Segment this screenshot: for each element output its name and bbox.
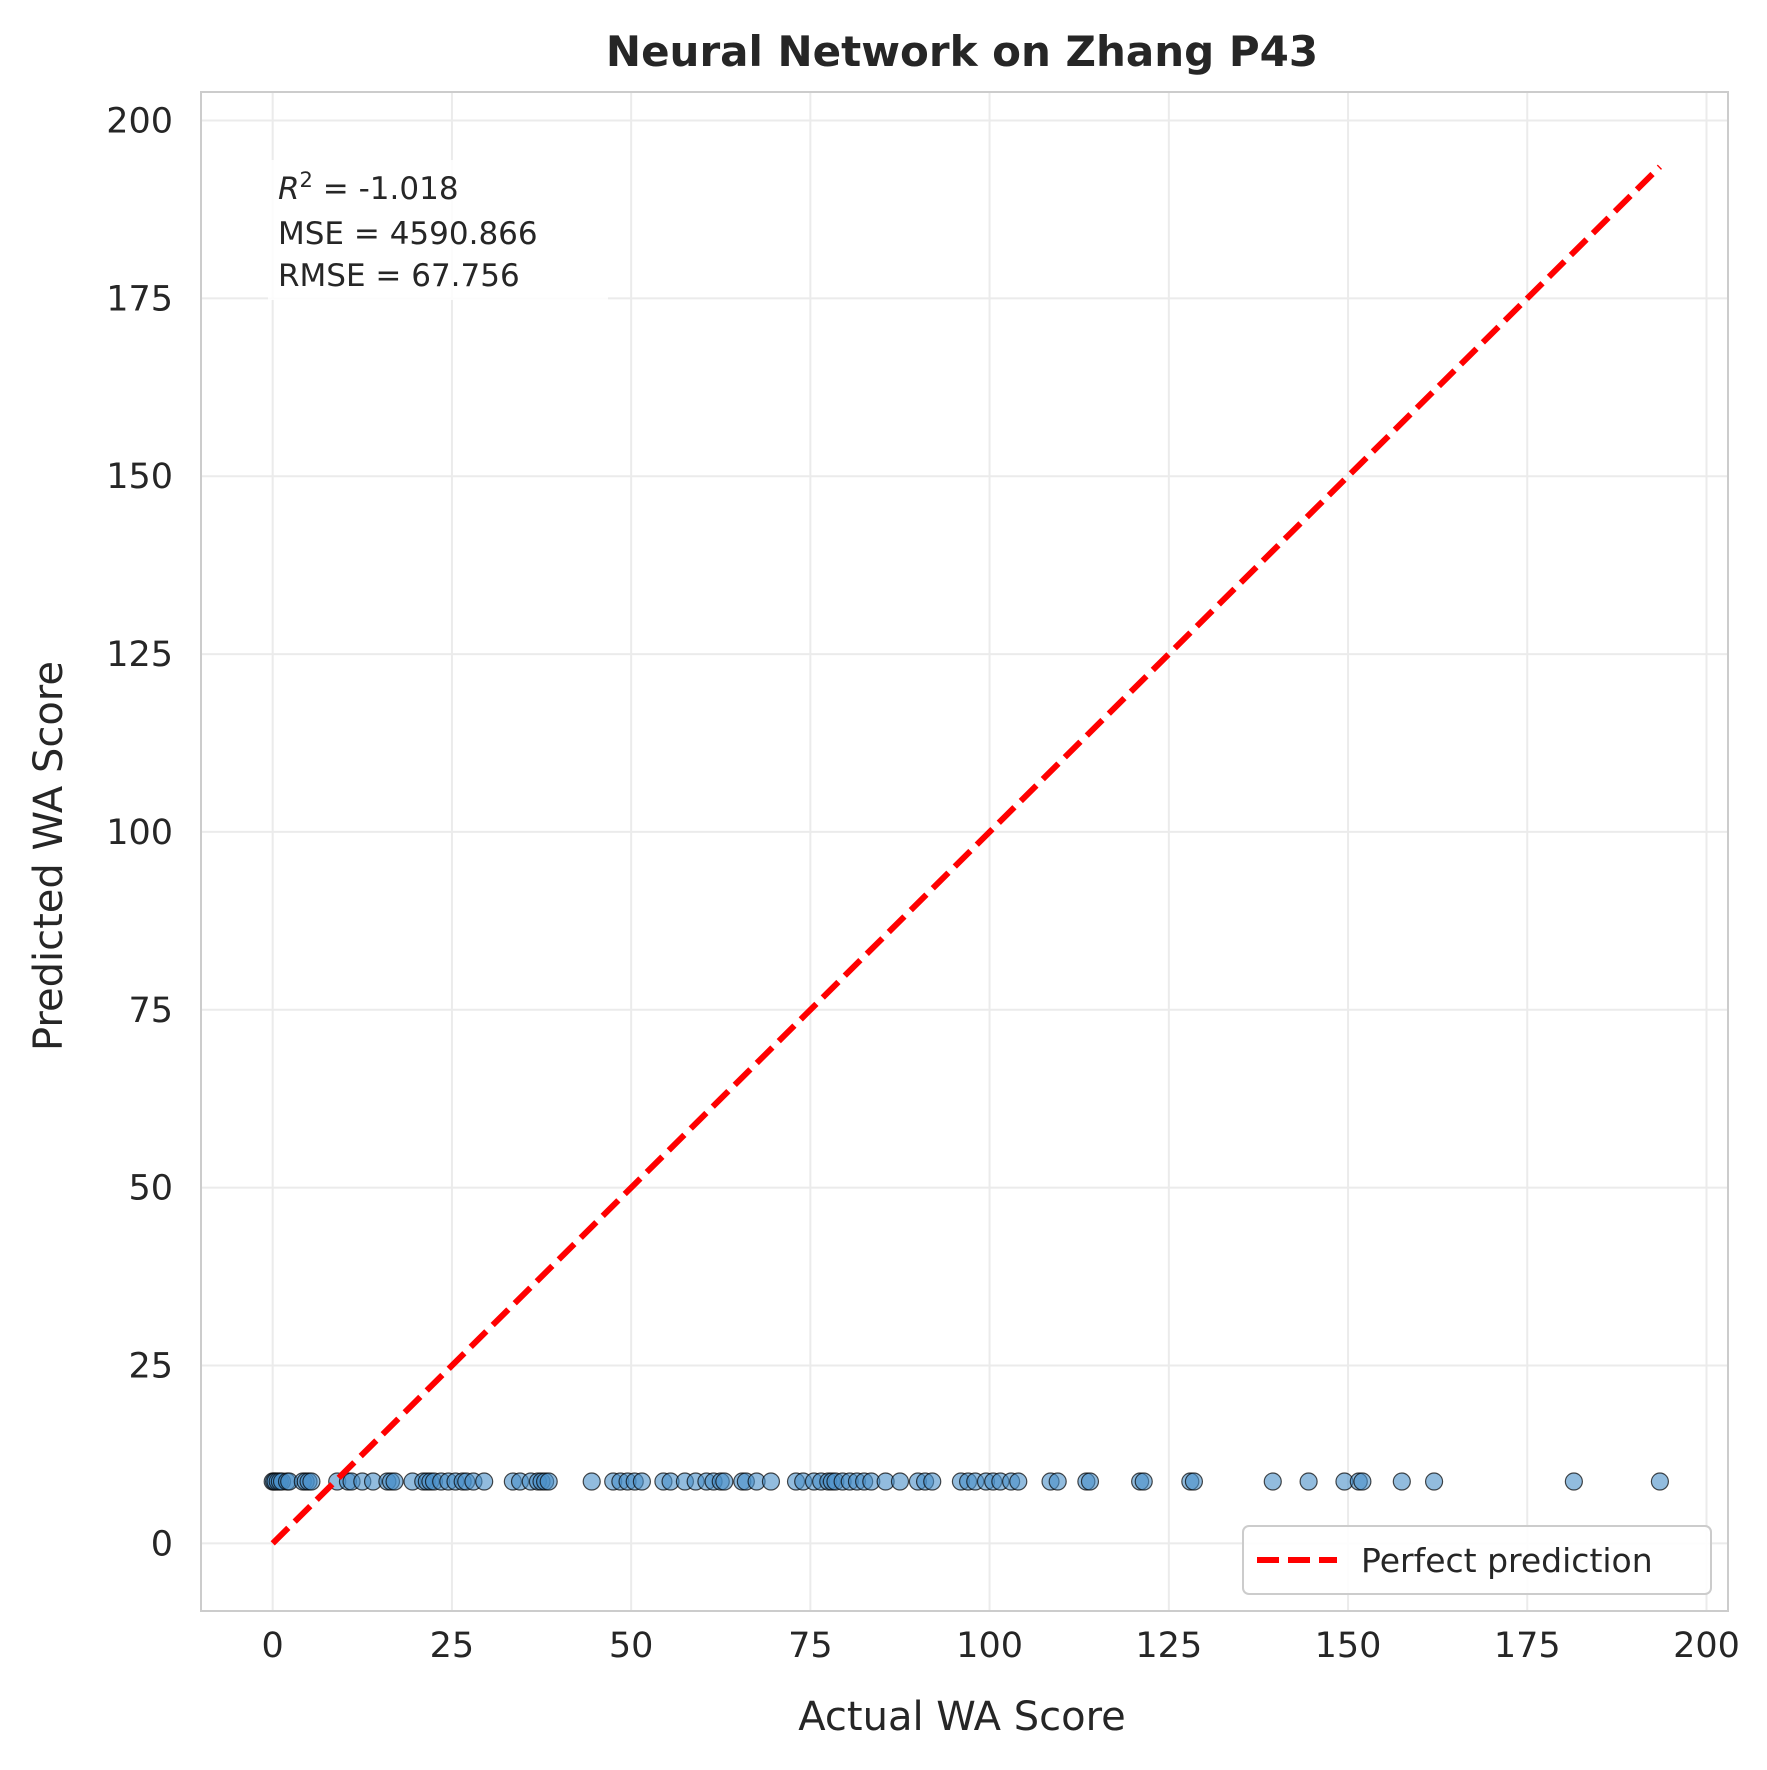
r2-value: = -1.018 xyxy=(313,171,459,207)
x-tick-label: 150 xyxy=(1315,1626,1382,1666)
data-point xyxy=(632,1472,651,1491)
y-axis-label: Predicted WA Score xyxy=(26,661,72,1051)
data-point xyxy=(475,1472,494,1491)
y-tick-label: 25 xyxy=(128,1347,173,1387)
data-point xyxy=(582,1472,601,1491)
data-point xyxy=(1564,1472,1583,1491)
legend-label-perfect-prediction: Perfect prediction xyxy=(1361,1541,1653,1580)
data-point xyxy=(1392,1472,1411,1491)
x-tick-label: 25 xyxy=(430,1626,475,1666)
data-point xyxy=(1009,1472,1028,1491)
legend: Perfect prediction xyxy=(1242,1525,1712,1595)
x-tick-label: 125 xyxy=(1135,1626,1202,1666)
data-point xyxy=(1353,1472,1372,1491)
y-tick-label: 50 xyxy=(128,1169,173,1209)
data-point xyxy=(715,1472,734,1491)
x-tick-label: 50 xyxy=(609,1626,654,1666)
stats-annotation-box xyxy=(268,160,608,300)
chart-title: Neural Network on Zhang P43 xyxy=(606,27,1318,76)
data-point xyxy=(1299,1472,1318,1491)
data-point xyxy=(923,1472,942,1491)
r2-annotation: R2 = -1.018 xyxy=(278,168,459,207)
x-axis-ticks: 0 25 50 75 100 125 150 175 200 xyxy=(262,1626,1740,1666)
r2-symbol: R xyxy=(278,171,300,207)
x-tick-label: 0 xyxy=(262,1626,284,1666)
x-tick-label: 175 xyxy=(1494,1626,1561,1666)
y-axis-ticks: 0 25 50 75 100 125 150 175 200 xyxy=(106,101,173,1564)
legend-box xyxy=(1242,1525,1712,1595)
x-tick-label: 75 xyxy=(788,1626,833,1666)
stats-annotation: R2 = -1.018 MSE = 4590.866 RMSE = 67.756 xyxy=(268,160,608,300)
perfect-prediction-line xyxy=(270,164,1663,1546)
data-point xyxy=(1650,1472,1669,1491)
data-point xyxy=(1263,1472,1282,1491)
x-tick-label: 200 xyxy=(1673,1626,1740,1666)
data-point xyxy=(1424,1472,1444,1491)
data-point xyxy=(385,1472,404,1491)
data-point xyxy=(1134,1472,1153,1491)
data-point xyxy=(761,1472,781,1491)
x-axis-label: Actual WA Score xyxy=(798,1694,1126,1740)
rmse-annotation: RMSE = 67.756 xyxy=(278,258,520,294)
plot-frame xyxy=(200,91,1729,1612)
y-tick-label: 0 xyxy=(151,1524,173,1564)
y-tick-label: 200 xyxy=(106,101,173,141)
data-point xyxy=(1048,1472,1067,1491)
data-point xyxy=(539,1472,558,1491)
data-point xyxy=(890,1472,910,1491)
r2-exponent: 2 xyxy=(300,168,313,192)
data-points xyxy=(263,1472,1669,1491)
x-tick-label: 100 xyxy=(956,1626,1023,1666)
data-point xyxy=(302,1472,321,1491)
y-tick-label: 175 xyxy=(106,279,173,319)
y-tick-label: 100 xyxy=(106,813,173,853)
data-point xyxy=(1184,1472,1204,1491)
y-tick-label: 125 xyxy=(106,635,173,675)
data-point xyxy=(1080,1472,1100,1491)
y-tick-label: 150 xyxy=(106,457,173,497)
y-tick-label: 75 xyxy=(128,991,173,1031)
mse-annotation: MSE = 4590.866 xyxy=(278,216,538,252)
